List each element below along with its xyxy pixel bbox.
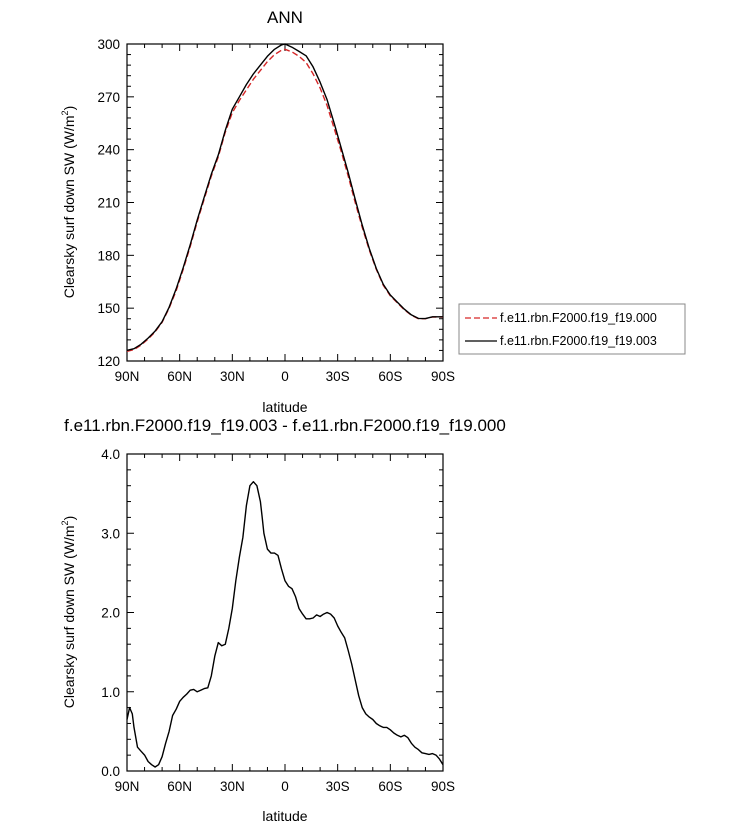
- chart-0-xtick-label: 60N: [167, 369, 192, 384]
- chart-0-series-line-1: [126, 43, 443, 352]
- chart-1-xtick-label: 90S: [431, 779, 455, 794]
- chart-0-ytick-label: 240: [97, 143, 120, 158]
- chart-0-ytick-label: 270: [97, 90, 120, 105]
- top-chart-legend: f.e11.rbn.F2000.f19_f19.000 f.e11.rbn.F2…: [458, 303, 686, 355]
- legend-box: [458, 303, 686, 355]
- top-chart-ylabel-end: ): [61, 106, 77, 111]
- chart-0-ytick-label: 150: [97, 301, 120, 316]
- chart-0-xtick-label: 0: [281, 369, 289, 384]
- chart-1-plot: 90N 60N 30N 0 30S 60S 90S 0.0 1.0 2.0 3.0 4.0: [101, 447, 455, 794]
- chart-1-frame: [126, 453, 444, 772]
- chart-1-xtick-label: 60S: [378, 779, 402, 794]
- legend-label-series-003: f.e11.rbn.F2000.f19_f19.003: [500, 334, 657, 348]
- bottom-chart-ylabel: Clearsky surf down SW (W/m2): [60, 516, 77, 709]
- bottom-chart-ylabel-sup: 2: [60, 520, 70, 525]
- top-chart-title: ANN: [267, 8, 303, 27]
- chart-1-xtick-label: 0: [281, 779, 289, 794]
- chart-1-series-line-0: [126, 481, 444, 768]
- chart-1-xtick-label: 30S: [326, 779, 350, 794]
- chart-0-plot: 90N 60N 30N 0 30S 60S 90S 120 150 180 210 240 270 300: [97, 37, 455, 384]
- chart-0-xtick-label: 30N: [220, 369, 245, 384]
- bottom-chart-ylabel-text: Clearsky surf down SW (W/m: [61, 525, 77, 708]
- bottom-chart-ylabel-end: ): [61, 516, 77, 521]
- legend-label-series-000: f.e11.rbn.F2000.f19_f19.000: [500, 311, 657, 325]
- chart-0-ytick-label: 210: [97, 196, 120, 211]
- chart-1-ytick-label: 2.0: [101, 606, 120, 621]
- chart-1-ytick-label: 3.0: [101, 526, 120, 541]
- chart-1-xtick-label: 30N: [220, 779, 245, 794]
- chart-0-frame: [126, 43, 444, 362]
- top-chart-ylabel-text: Clearsky surf down SW (W/m: [61, 115, 77, 298]
- chart-1-ytick-label: 1.0: [101, 685, 120, 700]
- chart-1-xtick-label: 90N: [115, 779, 140, 794]
- bottom-chart-xlabel: latitude: [262, 808, 307, 824]
- top-chart-ylabel: Clearsky surf down SW (W/m2): [60, 106, 77, 299]
- chart-0-series-line-0: [126, 48, 443, 352]
- bottom-chart-title: f.e11.rbn.F2000.f19_f19.003 - f.e11.rbn.…: [64, 416, 506, 435]
- chart-0-xtick-label: 30S: [326, 369, 350, 384]
- top-chart-ylabel-sup: 2: [60, 110, 70, 115]
- plot-areas: 90N 60N 30N 0 30S 60S 90S 120 150 180 210 240 270 300…: [97, 37, 455, 794]
- chart-1-ytick-label: 0.0: [101, 764, 120, 779]
- chart-1-xtick-label: 60N: [167, 779, 192, 794]
- chart-0-ytick-label: 180: [97, 248, 120, 263]
- chart-1-ytick-label: 4.0: [101, 447, 120, 462]
- chart-0-xtick-label: 90N: [115, 369, 140, 384]
- chart-0-xtick-label: 90S: [431, 369, 455, 384]
- chart-0-ytick-label: 120: [97, 354, 120, 369]
- chart-0-xtick-label: 60S: [378, 369, 402, 384]
- chart-0-ytick-label: 300: [97, 37, 120, 52]
- top-chart-xlabel: latitude: [262, 399, 307, 415]
